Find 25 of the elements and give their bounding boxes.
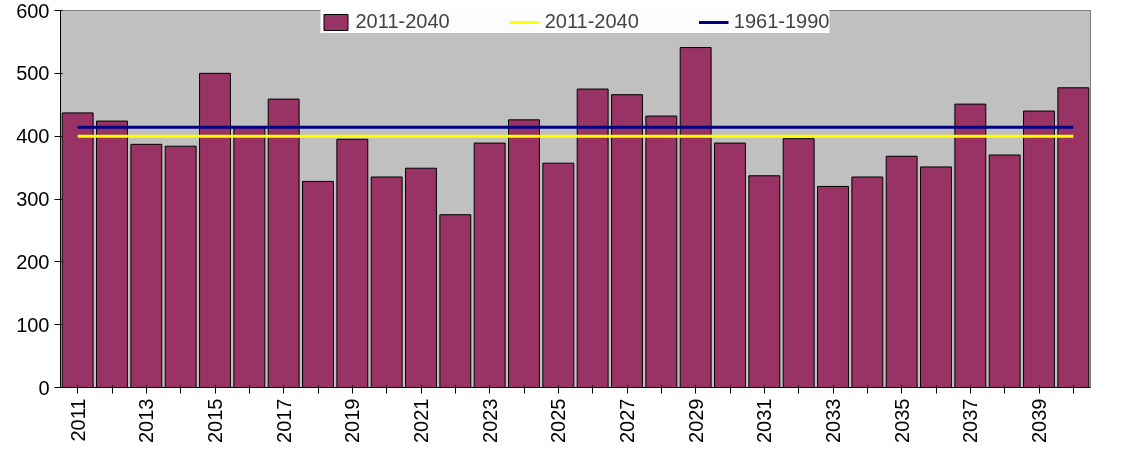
x-tick-label: 2039 bbox=[1028, 398, 1050, 443]
y-tick-label: 500 bbox=[16, 62, 50, 85]
x-tick-label: 2013 bbox=[135, 398, 158, 443]
legend-label: 2011-2040 bbox=[544, 10, 639, 33]
legend-label: 2011-2040 bbox=[355, 10, 450, 33]
x-tick-label: 2021 bbox=[410, 398, 432, 443]
x-tick-label: 2035 bbox=[890, 398, 913, 443]
legend-label: 1961-1990 bbox=[733, 10, 830, 33]
y-tick-label: 300 bbox=[16, 188, 50, 210]
x-tick-label: 2015 bbox=[204, 398, 226, 443]
x-tick-label: 2017 bbox=[272, 398, 295, 443]
x-tick-label: 2037 bbox=[959, 398, 982, 443]
x-tick-label: 2029 bbox=[684, 398, 707, 443]
y-tick-label: 100 bbox=[16, 313, 50, 336]
y-tick-label: 200 bbox=[16, 250, 50, 273]
x-tick-label: 2025 bbox=[547, 398, 570, 443]
x-tick-label: 2023 bbox=[478, 398, 501, 443]
x-tick-label: 2033 bbox=[822, 398, 844, 443]
y-tick-label: 600 bbox=[16, 0, 50, 22]
x-tick-label: 2027 bbox=[616, 398, 638, 443]
y-tick-label: 400 bbox=[16, 125, 50, 148]
y-tick-label: 0 bbox=[38, 376, 50, 399]
x-tick-label: 2011 bbox=[66, 398, 89, 442]
x-tick-label: 2031 bbox=[753, 398, 776, 443]
x-tick-label: 2019 bbox=[341, 398, 364, 443]
